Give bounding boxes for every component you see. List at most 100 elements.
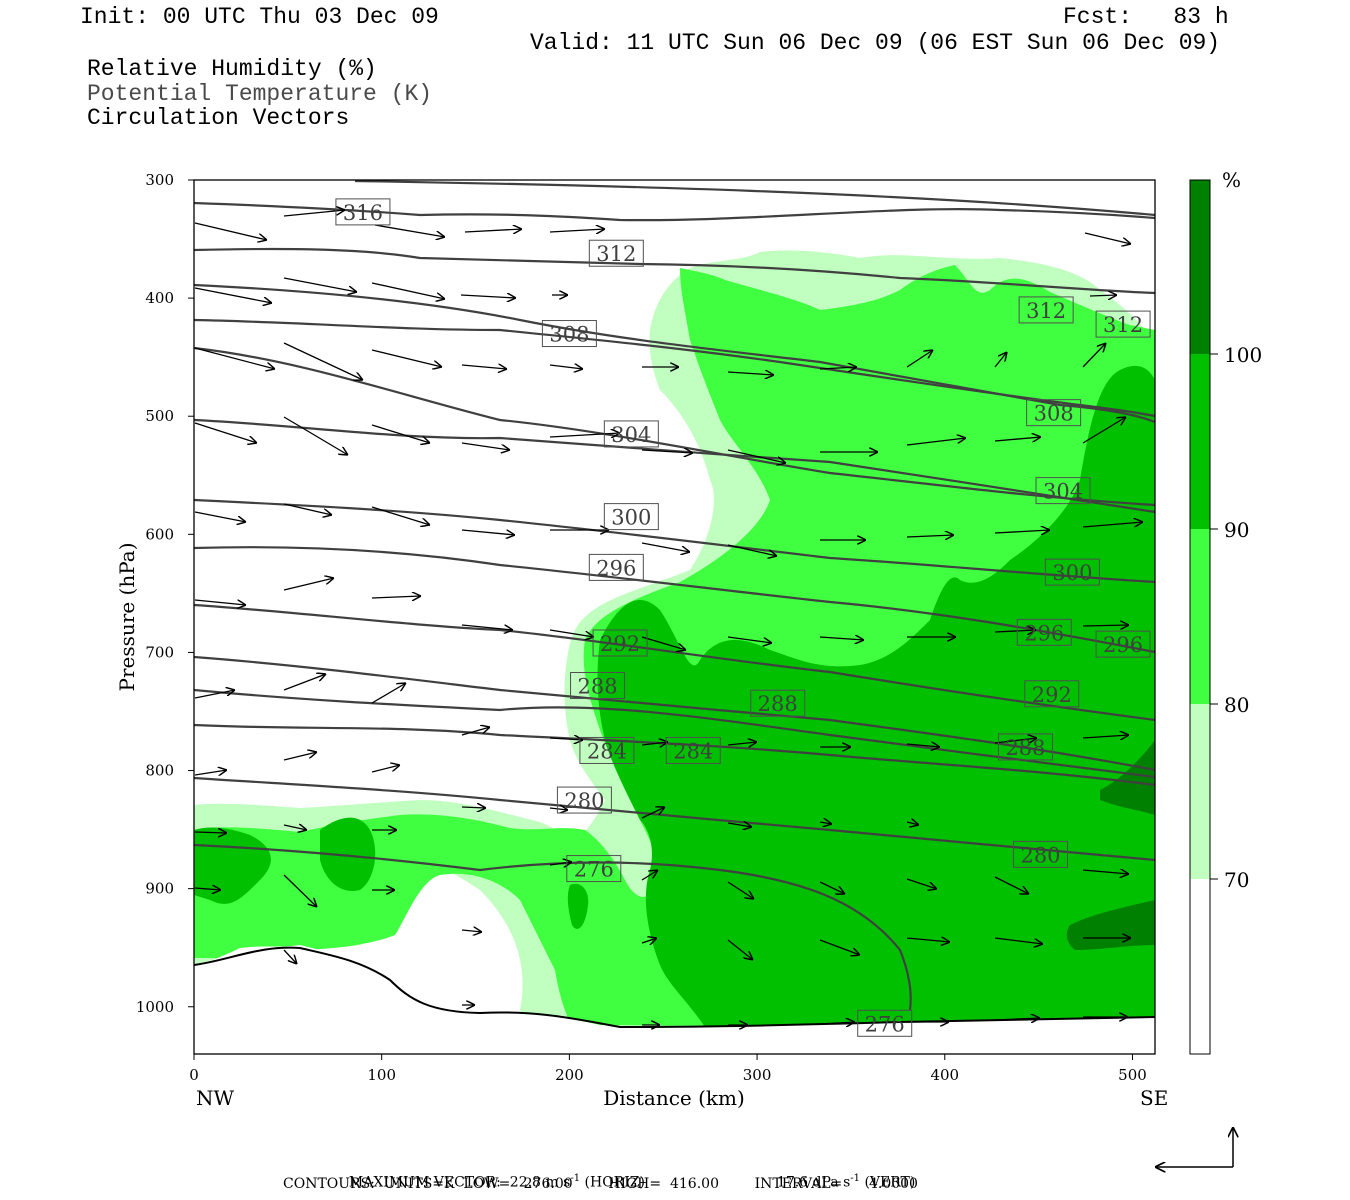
x-tick-label: 200 (555, 1066, 584, 1084)
theta-labels: 316 312 312 312 308 308 304 304 300 300 296 296 296 2… (335, 198, 1151, 1037)
theta-label-box (1018, 296, 1074, 324)
theta-label-box (1013, 840, 1069, 868)
terrain-mask (194, 945, 1155, 1054)
theta-label-box (1095, 310, 1151, 338)
colorbar-segment (1190, 354, 1210, 529)
theta-label: 300 (611, 506, 651, 530)
y-tick-label: 500 (145, 407, 174, 425)
rh-90-100-left3 (567, 883, 589, 929)
theta-label-box (1024, 680, 1080, 708)
colorbar-level-label: 70 (1224, 868, 1249, 892)
valid-time: Valid: 11 UTC Sun 06 Dec 09 (06 EST Sun … (530, 30, 1221, 56)
x-axis-label: Distance (km) (603, 1086, 745, 1110)
field-rh: Relative Humidity (%) (87, 56, 377, 82)
theta-label-box (556, 786, 612, 814)
theta-label: 296 (596, 556, 636, 580)
theta-label: 296 (1024, 621, 1064, 645)
x-tick-label: 100 (367, 1066, 396, 1084)
theta-label-box (579, 736, 635, 764)
theta-label: 312 (1103, 313, 1143, 337)
y-tick-label: 800 (145, 762, 174, 780)
y-tick-label: 600 (145, 525, 174, 543)
colorbar-frame (1189, 179, 1211, 1055)
theta-label-box (335, 198, 391, 226)
y-tick-label: 400 (145, 289, 174, 307)
rh-90-100-region (597, 365, 1155, 1054)
theta-label-box (603, 420, 659, 448)
theta-label: 288 (577, 675, 617, 699)
theta-label-box (1035, 477, 1091, 505)
theta-label: 292 (1032, 683, 1072, 707)
colorbar-segment (1190, 529, 1210, 704)
theta-label-box (1026, 399, 1082, 427)
theta-label-box (603, 503, 659, 531)
theta-label: 304 (611, 423, 651, 447)
footer-contours: CONTOURS: UNITS=K LOW= 276.00 HIGH= 416.… (283, 1176, 918, 1192)
field-theta: Potential Temperature (K) (87, 81, 433, 107)
theta-label: 312 (1026, 299, 1066, 323)
colorbar-unit: % (1222, 168, 1241, 192)
x-tick-label: 500 (1118, 1066, 1147, 1084)
colorbar-level-label: 90 (1224, 518, 1249, 542)
theta-label-box (997, 733, 1053, 761)
theta-label: 280 (1020, 843, 1060, 867)
theta-label: 280 (564, 789, 604, 813)
x-end-right: SE (1140, 1086, 1168, 1110)
y-tick-label: 300 (145, 171, 174, 189)
footer-max-text: MAXIMUM VECTOR: 22.8 m s (348, 1174, 571, 1191)
axis-ticks: 0 100 200 300 400 500 300 400 500 600 700 800 900 100… (136, 171, 1147, 1084)
x-tick-label: 300 (743, 1066, 772, 1084)
theta-label-box (588, 239, 644, 267)
forecast-hour: Fcst: 83 h (1063, 4, 1229, 30)
y-tick-label: 700 (145, 643, 174, 661)
theta-label: 308 (1034, 402, 1074, 426)
theta-label-box (665, 736, 721, 764)
circulation-vectors (194, 210, 1143, 1025)
footer-vert: (VERT) (860, 1174, 916, 1191)
colorbar-level-label: 80 (1224, 693, 1249, 717)
colorbar-level-label: 100 (1224, 343, 1262, 367)
footer-exp2: -1 (850, 1173, 861, 1184)
footer-exp1: -1 (570, 1173, 581, 1184)
colorbar: 70 80 90 100 (1189, 179, 1262, 1055)
colorbar-segment (1190, 879, 1210, 1054)
theta-label-box (566, 855, 622, 883)
plot-frame (193, 179, 1156, 1055)
theta-label: 288 (758, 692, 798, 716)
rh-100-region (1100, 740, 1155, 815)
theta-label-box (541, 320, 597, 348)
footer-max-vector: MAXIMUM VECTOR: 22.8 m s-1 (HORIZ) (340, 1157, 645, 1191)
colorbar-segment (1190, 704, 1210, 879)
footer-vert-vector: 17.6 dPa s-1 (VERT) (768, 1157, 915, 1191)
theta-label: 308 (549, 323, 589, 347)
theta-label: 296 (1103, 633, 1143, 657)
theta-label-box (1044, 558, 1100, 586)
theta-label: 288 (1005, 736, 1045, 760)
footer-vert-val: 17.6 dPa s (776, 1174, 851, 1191)
theta-label: 276 (574, 858, 614, 882)
init-time: Init: 00 UTC Thu 03 Dec 09 (80, 4, 439, 30)
theta-label-box (750, 689, 806, 717)
x-tick-label: 400 (930, 1066, 959, 1084)
footer-horiz: (HORIZ) (580, 1174, 645, 1191)
theta-label: 316 (343, 201, 383, 225)
y-axis-label: Pressure (hPa) (115, 543, 139, 692)
theta-label: 292 (600, 632, 640, 656)
x-tick-label: 0 (189, 1066, 199, 1084)
theta-label: 284 (673, 739, 713, 763)
reference-vector-icon (1155, 1127, 1233, 1167)
theta-label: 284 (587, 739, 627, 763)
theta-label-box (1095, 630, 1151, 658)
theta-label-box (592, 629, 648, 657)
theta-label: 312 (596, 242, 636, 266)
rh-90-100-left2 (320, 817, 376, 891)
theta-label-box (857, 1009, 913, 1037)
colorbar-segment (1190, 180, 1210, 354)
theta-label-box (588, 553, 644, 581)
field-vectors: Circulation Vectors (87, 105, 350, 131)
y-tick-label: 900 (145, 880, 174, 898)
theta-label: 304 (1043, 480, 1083, 504)
theta-label: 300 (1052, 561, 1092, 585)
x-end-left: NW (196, 1086, 235, 1110)
